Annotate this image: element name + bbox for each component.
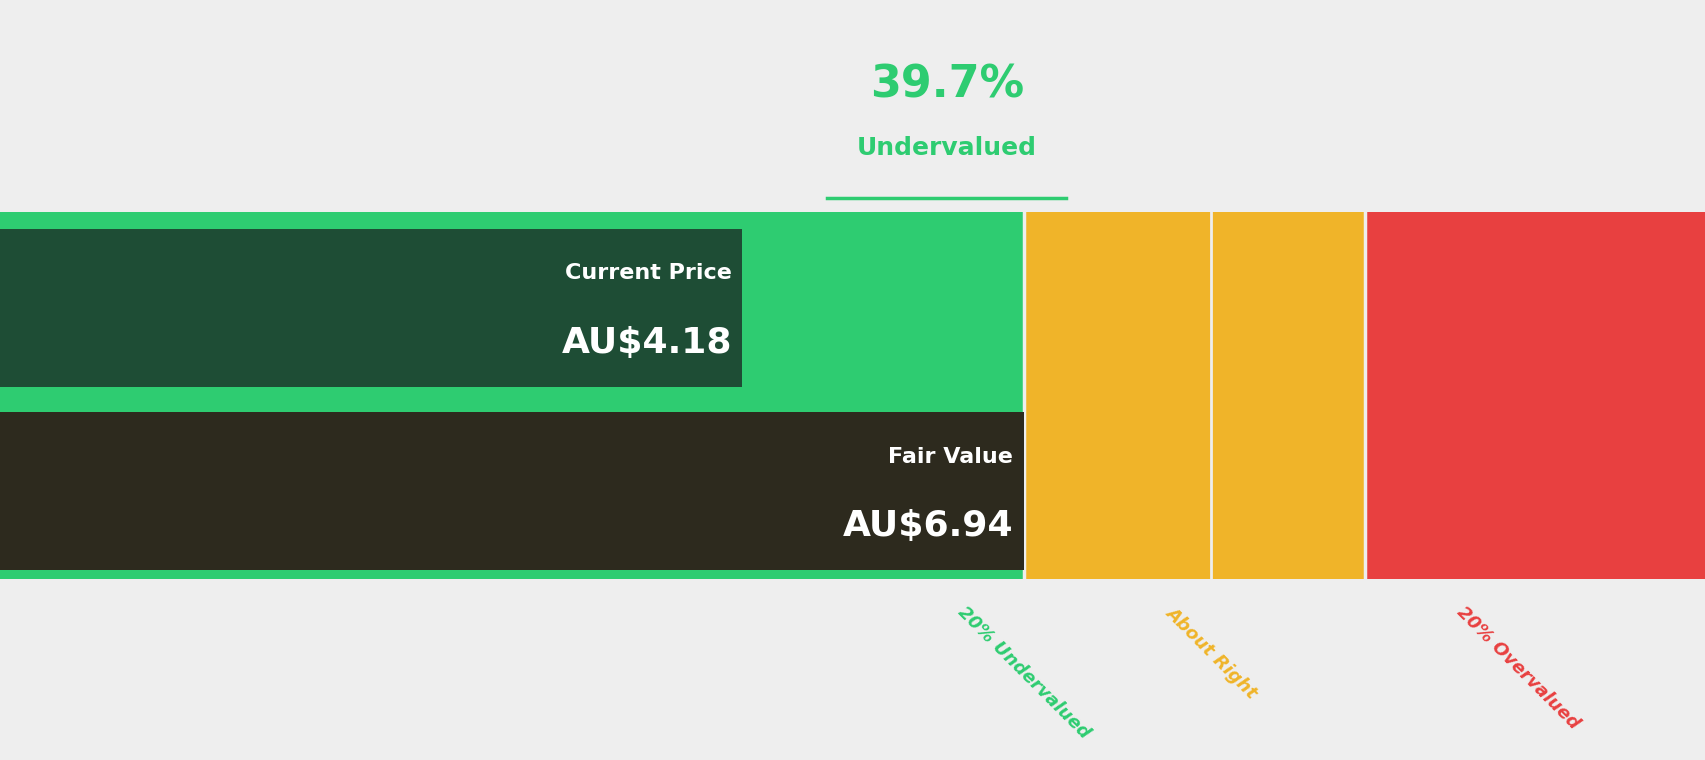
Bar [1023, 212, 1364, 578]
Text: About Right: About Right [1161, 603, 1260, 702]
Bar [0, 212, 1023, 578]
Bar [1364, 212, 1705, 578]
Bar [0, 413, 1023, 570]
Text: AU$4.18: AU$4.18 [561, 325, 731, 359]
Text: 39.7%: 39.7% [870, 63, 1023, 106]
Text: Undervalued: Undervalued [856, 136, 1037, 160]
Text: 20% Undervalued: 20% Undervalued [953, 603, 1093, 743]
Bar [0, 229, 742, 387]
Text: Fair Value: Fair Value [888, 447, 1013, 467]
Text: Current Price: Current Price [564, 263, 731, 283]
Text: AU$6.94: AU$6.94 [842, 509, 1013, 543]
Text: 20% Overvalued: 20% Overvalued [1453, 603, 1582, 733]
